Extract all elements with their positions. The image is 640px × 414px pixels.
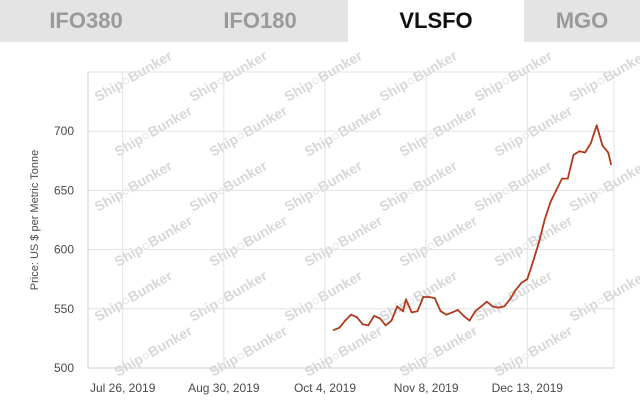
data-point bbox=[532, 260, 534, 263]
tab-ifo380[interactable]: IFO380 bbox=[0, 0, 172, 42]
x-tick-label: Dec 13, 2019 bbox=[492, 381, 564, 395]
data-point bbox=[457, 309, 459, 311]
watermark-text: Ship○Bunker bbox=[92, 157, 176, 215]
watermark-text: Ship○Bunker bbox=[472, 47, 556, 105]
data-point bbox=[526, 278, 529, 281]
data-point bbox=[566, 177, 569, 180]
data-point bbox=[538, 241, 540, 244]
data-point bbox=[422, 296, 425, 298]
y-tick-label: 600 bbox=[54, 243, 74, 257]
tab-mgo[interactable]: MGO bbox=[524, 0, 640, 42]
data-point bbox=[590, 142, 592, 144]
data-point bbox=[367, 324, 370, 327]
data-point bbox=[595, 124, 598, 127]
data-point bbox=[390, 319, 393, 322]
y-tick-label: 500 bbox=[54, 361, 74, 375]
data-point bbox=[584, 151, 586, 154]
data-point bbox=[439, 310, 442, 313]
y-tick-label: 550 bbox=[54, 302, 74, 316]
data-point bbox=[373, 315, 375, 317]
watermark-text: Ship○Bunker bbox=[377, 157, 461, 215]
watermark-text: Ship○Bunker bbox=[397, 322, 481, 380]
watermark-text: Ship○Bunker bbox=[187, 47, 271, 105]
y-axis-title: Price: US $ per Metric Tonne bbox=[29, 150, 41, 290]
data-point bbox=[514, 289, 517, 291]
tab-vlsfo[interactable]: VLSFO bbox=[348, 0, 524, 42]
data-point bbox=[601, 144, 604, 147]
watermark-text: Ship○Bunker bbox=[472, 267, 556, 325]
data-point bbox=[451, 311, 454, 314]
watermark-text: Ship○Bunker bbox=[207, 322, 291, 380]
watermark-text: Ship○Bunker bbox=[112, 212, 196, 270]
watermark-text: Ship○Bunker bbox=[187, 267, 271, 325]
data-point bbox=[396, 305, 399, 308]
watermark-text: Ship○Bunker bbox=[92, 267, 176, 325]
watermark-text: Ship○Bunker bbox=[377, 267, 461, 325]
watermark-text: Ship○Bunker bbox=[567, 157, 640, 215]
data-point bbox=[350, 313, 352, 316]
data-point bbox=[433, 297, 436, 299]
data-point bbox=[462, 315, 465, 317]
data-point bbox=[410, 311, 413, 314]
vlsfo-price-line bbox=[333, 124, 612, 331]
watermark-text: Ship○Bunker bbox=[492, 322, 576, 380]
data-point bbox=[549, 201, 552, 204]
x-tick-label: Oct 4, 2019 bbox=[294, 381, 356, 395]
x-tick-label: Nov 8, 2019 bbox=[394, 381, 459, 395]
data-point bbox=[361, 323, 364, 326]
data-point bbox=[445, 313, 448, 316]
watermark-text: Ship○Bunker bbox=[187, 157, 271, 215]
watermark-text: Ship○Bunker bbox=[302, 212, 386, 270]
data-point bbox=[503, 305, 506, 308]
watermark-text: Ship○Bunker bbox=[207, 212, 291, 270]
data-point bbox=[402, 310, 404, 313]
x-tick-label: Aug 30, 2019 bbox=[188, 381, 260, 395]
watermark-text: Ship○Bunker bbox=[92, 47, 176, 105]
price-chart-svg: Ship○Bunker Ship○Bunker Ship○Bunker Ship○Bu… bbox=[29, 47, 640, 395]
data-point bbox=[332, 329, 335, 331]
y-tick-label: 700 bbox=[54, 124, 74, 138]
data-point bbox=[520, 281, 523, 284]
fuel-tabs: IFO380 IFO180 VLSFO MGO bbox=[0, 0, 640, 42]
y-tick-label: 650 bbox=[54, 183, 74, 197]
watermark-text: Ship○Bunker bbox=[282, 157, 366, 215]
data-point bbox=[474, 310, 477, 313]
data-point bbox=[355, 316, 358, 318]
data-point bbox=[572, 154, 575, 156]
x-tick-label: Jul 26, 2019 bbox=[90, 381, 156, 395]
watermark-text: Ship○Bunker bbox=[112, 322, 196, 380]
tab-ifo180[interactable]: IFO180 bbox=[172, 0, 348, 42]
watermark-text: Ship○Bunker bbox=[302, 322, 386, 380]
watermark-text: Ship○Bunker bbox=[377, 47, 461, 105]
watermark-text: Ship○Bunker bbox=[282, 47, 366, 105]
data-point bbox=[428, 296, 430, 298]
price-chart: Ship○Bunker Ship○Bunker Ship○Bunker Ship○Bu… bbox=[0, 42, 640, 414]
data-point bbox=[610, 163, 612, 166]
data-point bbox=[468, 319, 471, 322]
watermark-text: Ship○Bunker bbox=[472, 157, 556, 215]
data-point bbox=[578, 150, 581, 153]
data-point bbox=[485, 300, 488, 303]
data-point bbox=[405, 298, 407, 301]
data-point bbox=[543, 219, 546, 221]
watermark-text: Ship○Bunker bbox=[397, 212, 481, 270]
data-point bbox=[379, 317, 381, 320]
data-point bbox=[480, 305, 482, 308]
data-point bbox=[497, 306, 500, 309]
data-point bbox=[509, 298, 511, 301]
data-point bbox=[384, 324, 387, 327]
data-point bbox=[416, 310, 419, 313]
data-point bbox=[561, 177, 563, 180]
watermark-text: Ship○Bunker bbox=[567, 47, 640, 105]
watermark-text: Ship○Bunker bbox=[567, 267, 640, 325]
data-point bbox=[555, 189, 558, 192]
data-point bbox=[344, 319, 347, 322]
data-point bbox=[491, 305, 494, 308]
data-point bbox=[607, 151, 610, 154]
data-point bbox=[338, 326, 341, 329]
